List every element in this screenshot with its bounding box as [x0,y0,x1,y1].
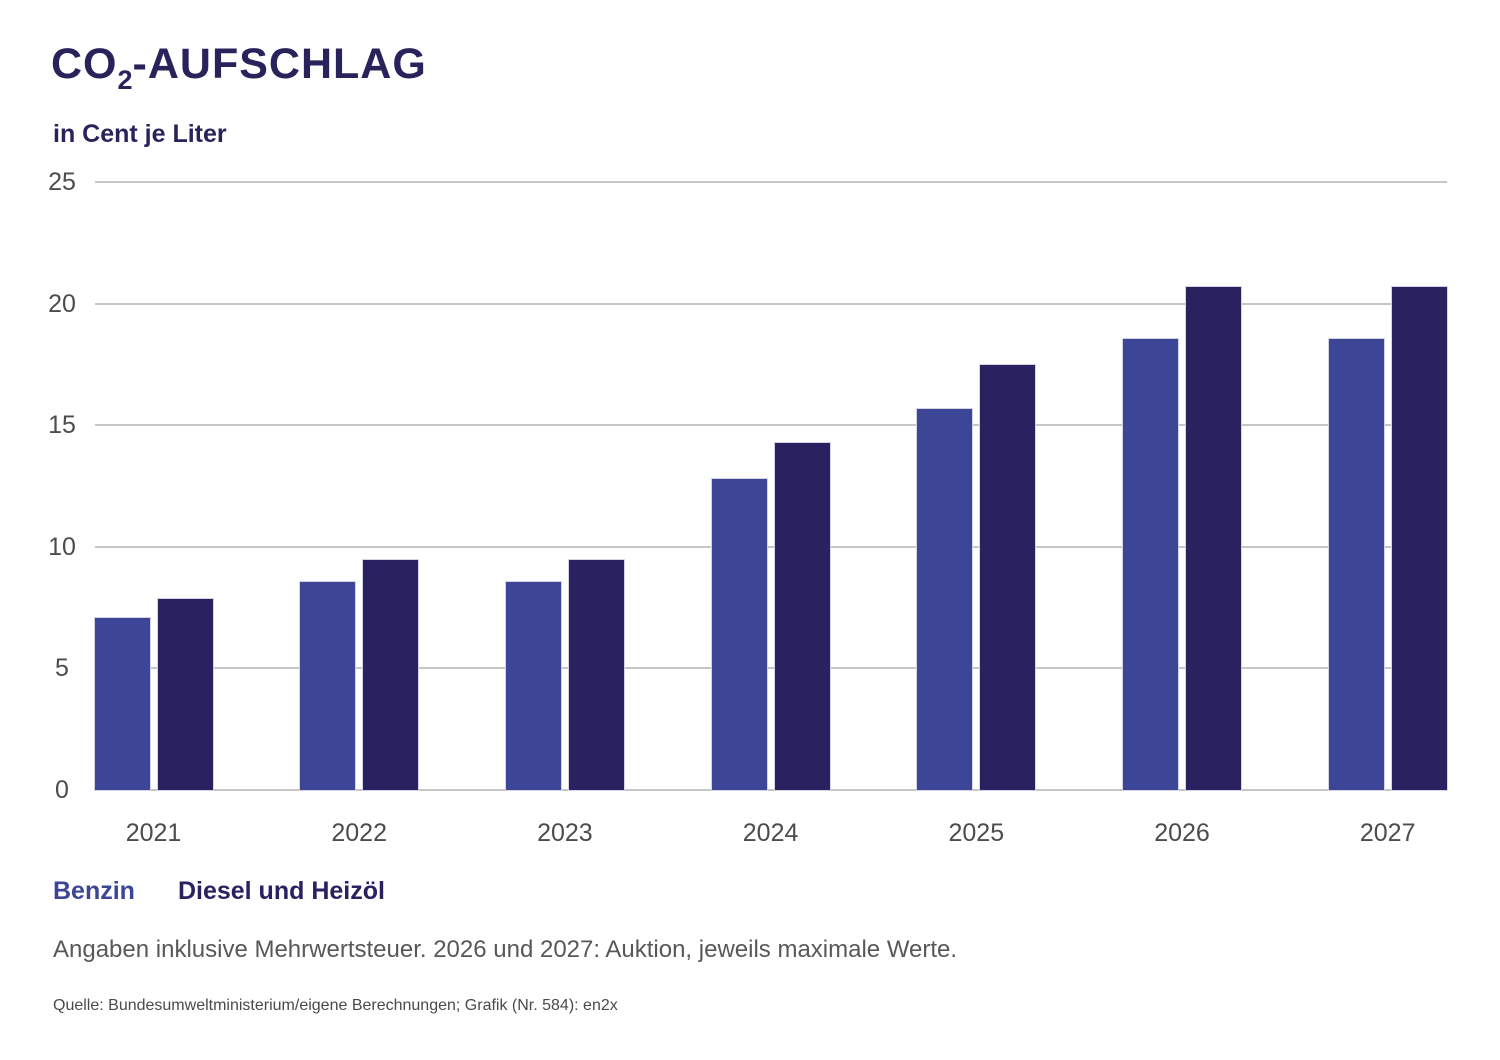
x-tick-label-2025: 2025 [948,819,1005,847]
gridline-y-20 [95,302,1447,305]
x-tick-label-2022: 2022 [331,819,387,847]
x-tick-label-2021: 2021 [125,819,182,847]
y-tick-label-20: 20 [48,289,76,318]
chart-title-prefix: CO [51,40,118,88]
gridline-y-15 [95,424,1447,426]
chart-legend: Benzin Diesel und Heizöl [53,877,428,906]
bar-benzin-2027 [1327,337,1385,791]
x-tick-label-2026: 2026 [1154,819,1210,847]
y-tick-label-25: 25 [48,168,76,196]
chart-title: CO2-AUFSCHLAG [51,40,427,95]
y-tick-label-0: 0 [55,775,69,804]
bar-diesel-heizoel-2026 [1185,286,1242,791]
x-tick-label-2027: 2027 [1359,819,1416,847]
bar-diesel-heizoel-2023 [567,558,625,791]
gridline-y-5 [95,667,1447,669]
chart-title-subscript: 2 [117,65,133,95]
legend-item-benzin: Benzin [53,877,135,905]
bar-benzin-2025 [916,407,974,791]
gridline-y-10 [95,545,1447,548]
bar-diesel-heizoel-2027 [1390,286,1448,791]
source-line: Quelle: Bundesumweltministerium/eigene B… [53,997,618,1014]
bar-diesel-heizoel-2024 [773,442,831,791]
chart-unit-label: in Cent je Liter [53,120,227,148]
bar-benzin-2022 [299,580,357,791]
chart-title-suffix: -AUFSCHLAG [132,40,427,88]
x-tick-label-2024: 2024 [742,819,799,847]
x-tick-label-2023: 2023 [537,819,593,847]
bar-diesel-heizoel-2021 [156,597,214,791]
bar-benzin-2026 [1122,337,1179,791]
bar-benzin-2021 [93,616,151,791]
bar-diesel-heizoel-2025 [979,364,1037,791]
y-tick-label-5: 5 [55,654,69,682]
bar-diesel-heizoel-2022 [362,558,420,791]
bar-benzin-2023 [504,580,562,791]
y-tick-label-10: 10 [48,532,76,561]
y-tick-label-15: 15 [48,411,76,439]
gridline-y-25 [95,181,1447,183]
gridline-y-0 [95,788,1447,791]
chart-footnote: Angaben inklusive Mehrwertsteuer. 2026 u… [53,936,958,963]
bar-benzin-2024 [710,478,768,791]
legend-item-diesel-heizoel: Diesel und Heizöl [177,877,385,905]
